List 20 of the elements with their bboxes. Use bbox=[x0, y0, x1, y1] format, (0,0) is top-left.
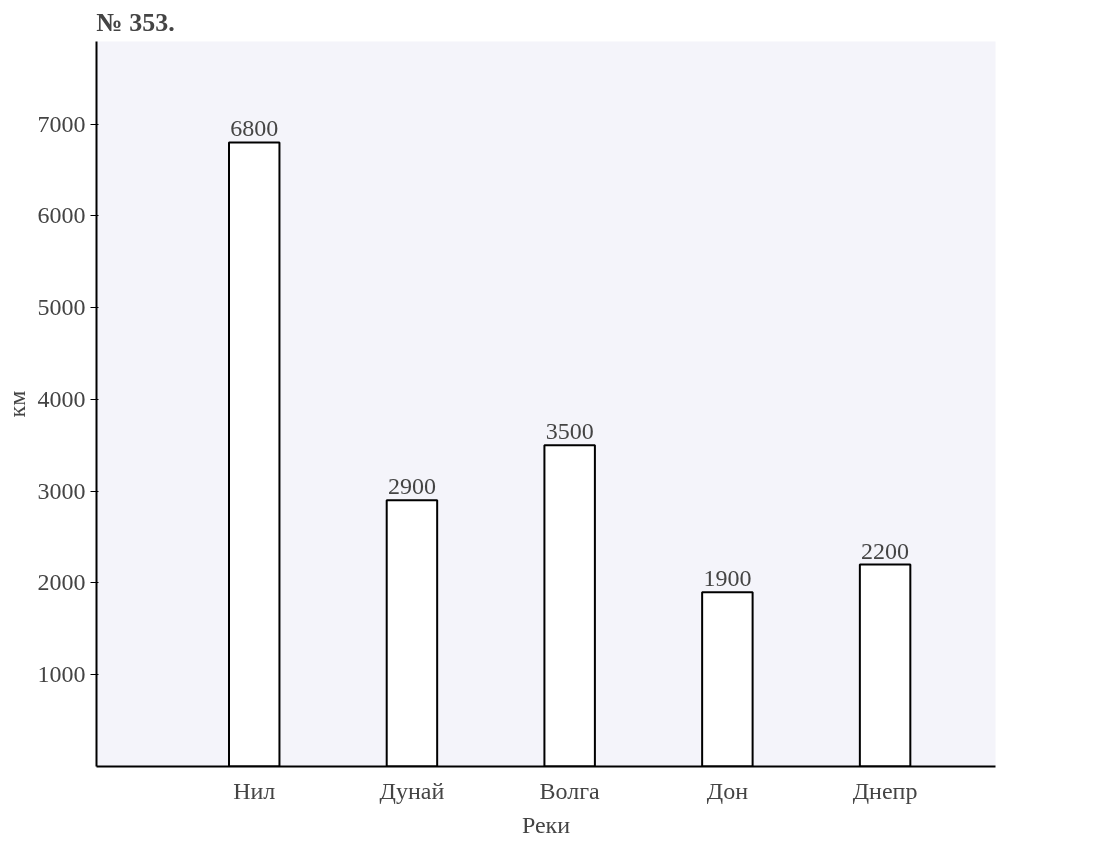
x-axis-title: Реки bbox=[521, 811, 571, 838]
data-label: 2900 bbox=[387, 473, 436, 500]
chart-title: № 353. bbox=[96, 7, 175, 37]
y-tick-label: 5000 bbox=[37, 294, 86, 321]
y-tick-label: 6000 bbox=[37, 202, 86, 229]
x-tick-label: Нил bbox=[233, 777, 276, 804]
x-tick-label: Дунай bbox=[379, 777, 445, 804]
y-tick-label: 1000 bbox=[37, 661, 86, 688]
data-label: 1900 bbox=[703, 565, 752, 592]
y-axis-title: км bbox=[3, 390, 30, 418]
y-tick-label: 2000 bbox=[37, 569, 86, 596]
y-tick-label: 4000 bbox=[37, 385, 86, 412]
y-tick-label: 3000 bbox=[37, 477, 86, 504]
x-tick-label: Дон bbox=[706, 777, 749, 804]
x-tick-label: Волга bbox=[539, 777, 601, 804]
y-tick-label: 7000 bbox=[37, 110, 86, 137]
data-label: 2200 bbox=[861, 537, 910, 564]
data-label: 6800 bbox=[230, 115, 279, 142]
data-label: 3500 bbox=[545, 418, 594, 445]
x-tick-label: Днепр bbox=[852, 777, 918, 804]
